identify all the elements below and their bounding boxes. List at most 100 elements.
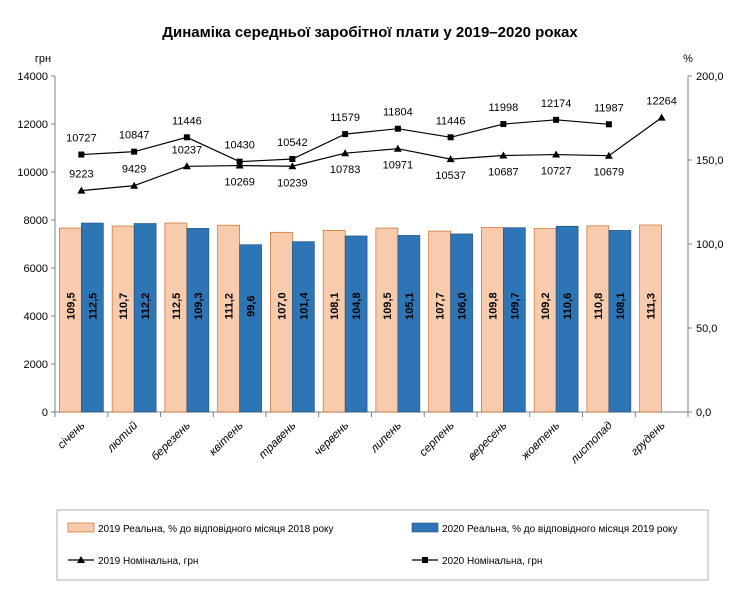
line-data-label: 10847 — [119, 130, 150, 142]
marker-2019-nominal — [130, 181, 139, 189]
line-data-label: 10269 — [224, 177, 255, 189]
x-category-label: березень — [149, 420, 192, 463]
bar-2019 — [270, 231, 293, 413]
line-data-label: 10239 — [277, 177, 308, 189]
line-data-label: 10679 — [594, 167, 625, 179]
line-data-label: 10542 — [277, 137, 308, 149]
right-tick-label: 0,0 — [696, 407, 711, 419]
bar-2020 — [397, 235, 421, 413]
bar-data-label: 104,8 — [351, 292, 363, 320]
left-tick-label: 6000 — [24, 263, 48, 275]
line-data-label: 10971 — [383, 160, 414, 172]
line-data-label: 11804 — [383, 107, 413, 119]
bar-data-label: 109,2 — [540, 292, 552, 320]
marker-2019-nominal — [341, 149, 350, 157]
bar-data-label: 112,5 — [87, 293, 99, 320]
legend-entry-label: 2019 Реальна, % до відповідного місяця 2… — [98, 524, 334, 535]
line-data-label: 11446 — [172, 115, 202, 127]
left-tick-label: 0 — [42, 407, 48, 419]
line-data-label: 12264 — [646, 96, 677, 108]
marker-2019-nominal — [235, 161, 244, 169]
bar-data-label: 111,2 — [224, 293, 236, 319]
x-category-label: червень — [312, 420, 351, 459]
bar-2020 — [133, 223, 157, 413]
left-tick-label: 14000 — [17, 71, 48, 83]
bar-2020 — [344, 235, 368, 413]
legend-entry-label: 2020 Номінальна, грн — [442, 556, 542, 567]
line-data-label: 11579 — [330, 112, 360, 124]
bar-2020 — [186, 228, 210, 413]
x-category-label: квітень — [207, 420, 245, 458]
bar-2020 — [503, 227, 526, 413]
left-tick-label: 8000 — [24, 215, 48, 227]
legend-marker — [77, 556, 85, 563]
bar-2019 — [322, 230, 346, 413]
bar-2019 — [639, 224, 662, 413]
legend-marker — [422, 557, 428, 563]
bar-data-label: 107,0 — [276, 292, 288, 320]
line-data-label: 10537 — [435, 170, 466, 182]
bar-data-label: 107,7 — [435, 292, 447, 320]
x-category-label: лютий — [105, 419, 141, 455]
bar-data-label: 101,4 — [298, 292, 310, 320]
x-category-label: жовтень — [519, 420, 563, 464]
marker-2019-nominal — [182, 162, 191, 170]
legend-swatch — [411, 522, 439, 533]
marker-2019-nominal — [552, 150, 561, 158]
line-data-label: 10783 — [330, 164, 361, 176]
legend-swatch — [67, 522, 95, 533]
right-tick-label: 100,0 — [696, 239, 724, 251]
line-data-label: 12174 — [541, 98, 572, 110]
x-category-label: вересень — [466, 420, 509, 463]
bar-2020 — [608, 230, 632, 413]
bar-2020 — [239, 244, 262, 413]
marker-2019-nominal — [657, 113, 666, 121]
bar-2020 — [450, 233, 473, 413]
marker-2020-nominal — [183, 134, 190, 141]
marker-2020-nominal — [78, 151, 85, 158]
bar-data-label: 99,6 — [246, 295, 258, 316]
bar-2020 — [292, 241, 315, 413]
plot-area: 0 2000 4000 6000 8000 10000 12000 14000 0,0 50,0 1… — [17, 71, 723, 467]
marker-2019-nominal — [393, 144, 402, 152]
marker-2020-nominal — [131, 148, 138, 155]
bar-2020 — [81, 222, 104, 413]
legend-entry-label: 2019 Номінальна, грн — [98, 556, 198, 567]
x-category-label: січень — [56, 420, 88, 452]
line-data-label: 10727 — [66, 133, 97, 145]
left-tick-label: 2000 — [24, 359, 48, 371]
bar-data-label: 109,5 — [382, 292, 394, 320]
marker-2020-nominal — [394, 125, 401, 132]
marker-2020-nominal — [447, 134, 454, 141]
line-data-label: 10430 — [224, 140, 255, 152]
bar-data-label: 105,1 — [404, 292, 416, 320]
marker-2019-nominal — [288, 162, 297, 170]
line-data-label: 11987 — [594, 102, 624, 114]
marker-2019-nominal — [604, 151, 613, 159]
bar-data-label: 110,8 — [593, 293, 605, 320]
bar-data-label: 110,7 — [118, 293, 130, 320]
bar-data-label: 108,1 — [615, 292, 627, 320]
right-tick-label: 200,0 — [696, 71, 724, 83]
marker-2019-nominal — [77, 186, 86, 194]
bar-data-label: 109,3 — [193, 292, 205, 320]
marker-2020-nominal — [342, 131, 349, 138]
bar-data-label: 112,5 — [171, 293, 183, 320]
marker-2020-nominal — [289, 155, 296, 162]
bar-data-label: 106,0 — [457, 292, 469, 320]
marker-2020-nominal — [500, 121, 507, 128]
x-category-label: серпень — [417, 420, 456, 459]
right-tick-label: 50,0 — [696, 323, 717, 335]
marker-2019-nominal — [499, 151, 508, 159]
marker-2020-nominal — [553, 116, 560, 123]
line-data-label: 9429 — [122, 164, 146, 176]
line-data-label: 10237 — [172, 144, 203, 156]
left-tick-label: 4000 — [24, 311, 48, 323]
legend-frame — [56, 509, 709, 581]
x-category-label: липень — [368, 420, 404, 456]
bar-data-label: 112,2 — [140, 293, 152, 320]
left-tick-label: 10000 — [17, 167, 48, 179]
bar-data-label: 111,3 — [646, 293, 658, 319]
x-category-label: грудень — [629, 420, 668, 459]
bar-data-label: 110,6 — [562, 293, 574, 320]
